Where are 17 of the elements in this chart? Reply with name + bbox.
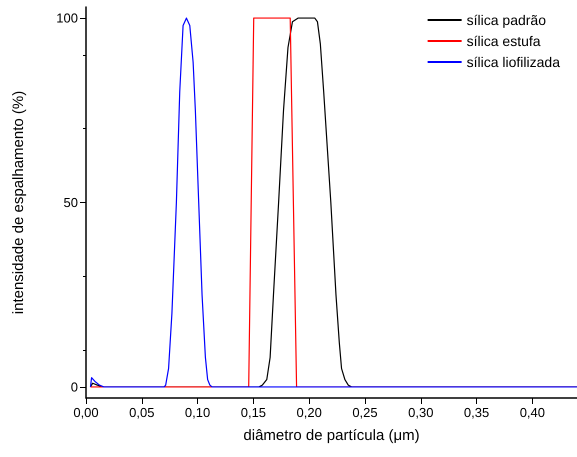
legend-label: sílica liofilizada [466,54,560,70]
x-tick-label: 0,30 [408,405,434,420]
x-tick-label: 0,35 [464,405,490,420]
x-tick-label: 0,40 [520,405,546,420]
x-axis-title: diâmetro de partícula (μm) [243,427,420,444]
y-tick-label: 50 [64,195,78,210]
y-axis-title: intensidade de espalhamento (%) [10,90,27,314]
x-tick-label: 0,15 [240,405,266,420]
legend-label: sílica estufa [466,33,541,49]
x-tick-label: 0,25 [352,405,378,420]
x-tick-label: 0,10 [184,405,210,420]
y-tick-label: 100 [56,10,78,26]
legend-label: sílica padrão [466,12,546,28]
y-tick-label: 0 [70,379,78,394]
x-tick-label: 0,00 [73,405,99,420]
x-tick-label: 0,05 [129,405,154,420]
x-tick-label: 0,20 [296,405,322,420]
